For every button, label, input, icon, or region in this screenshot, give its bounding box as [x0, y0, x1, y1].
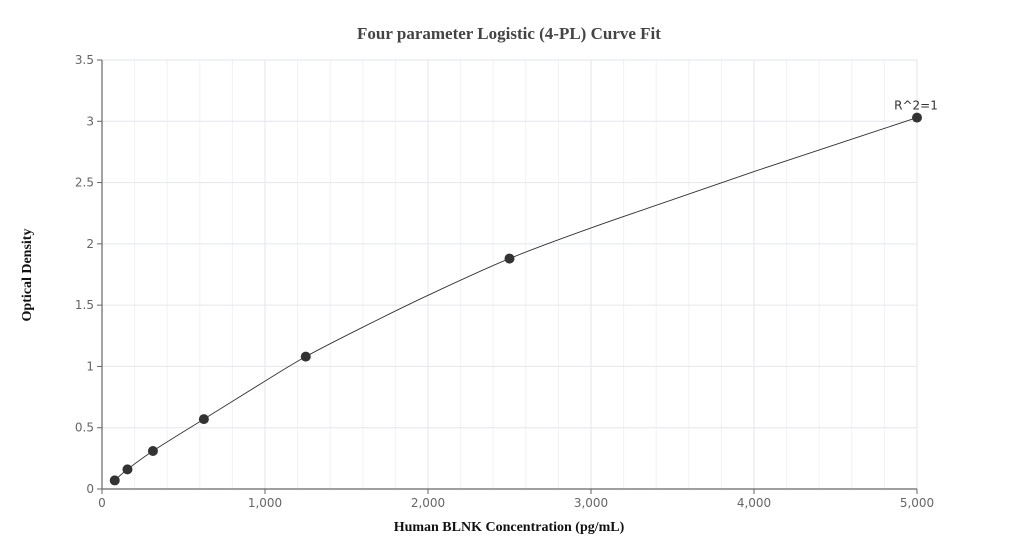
minor-gridlines	[134, 60, 885, 489]
chart-title: Four parameter Logistic (4-PL) Curve Fit	[357, 24, 661, 43]
y-tick-label: 2.5	[75, 176, 94, 190]
data-point	[912, 112, 922, 123]
x-axis-ticks: 0 1,000 2,000 3,000 4,000 5,000	[98, 489, 934, 510]
y-tick-label: 3	[86, 114, 94, 128]
x-tick-label: 1,000	[248, 496, 282, 510]
data-point	[504, 253, 515, 264]
y-tick-label: 1.5	[75, 298, 94, 312]
x-axis-label: Human BLNK Concentration (pg/mL)	[394, 520, 625, 535]
y-tick-label: 3.5	[75, 53, 94, 67]
data-point	[300, 351, 311, 362]
fit-curve	[114, 117, 918, 481]
y-tick-label: 0	[86, 482, 94, 496]
x-tick-label: 2,000	[411, 496, 445, 510]
data-point	[147, 446, 158, 457]
y-axis-label: Optical Density	[20, 229, 35, 322]
x-tick-label: 3,000	[574, 496, 608, 510]
r-squared-annotation: R^2=1	[894, 99, 938, 113]
y-tick-label: 1	[86, 359, 94, 373]
data-point	[198, 414, 209, 425]
y-tick-label: 0.5	[75, 421, 94, 435]
data-points	[109, 112, 922, 486]
y-axis-ticks: 0 0.5 1 1.5 2 2.5 3 3.5	[75, 53, 102, 496]
axes	[101, 60, 917, 490]
data-point	[109, 475, 120, 486]
x-tick-label: 0	[98, 496, 106, 510]
y-tick-label: 2	[86, 237, 94, 251]
data-point	[122, 464, 133, 475]
x-tick-label: 5,000	[900, 496, 934, 510]
x-tick-label: 4,000	[737, 496, 771, 510]
major-gridlines	[102, 59, 918, 489]
